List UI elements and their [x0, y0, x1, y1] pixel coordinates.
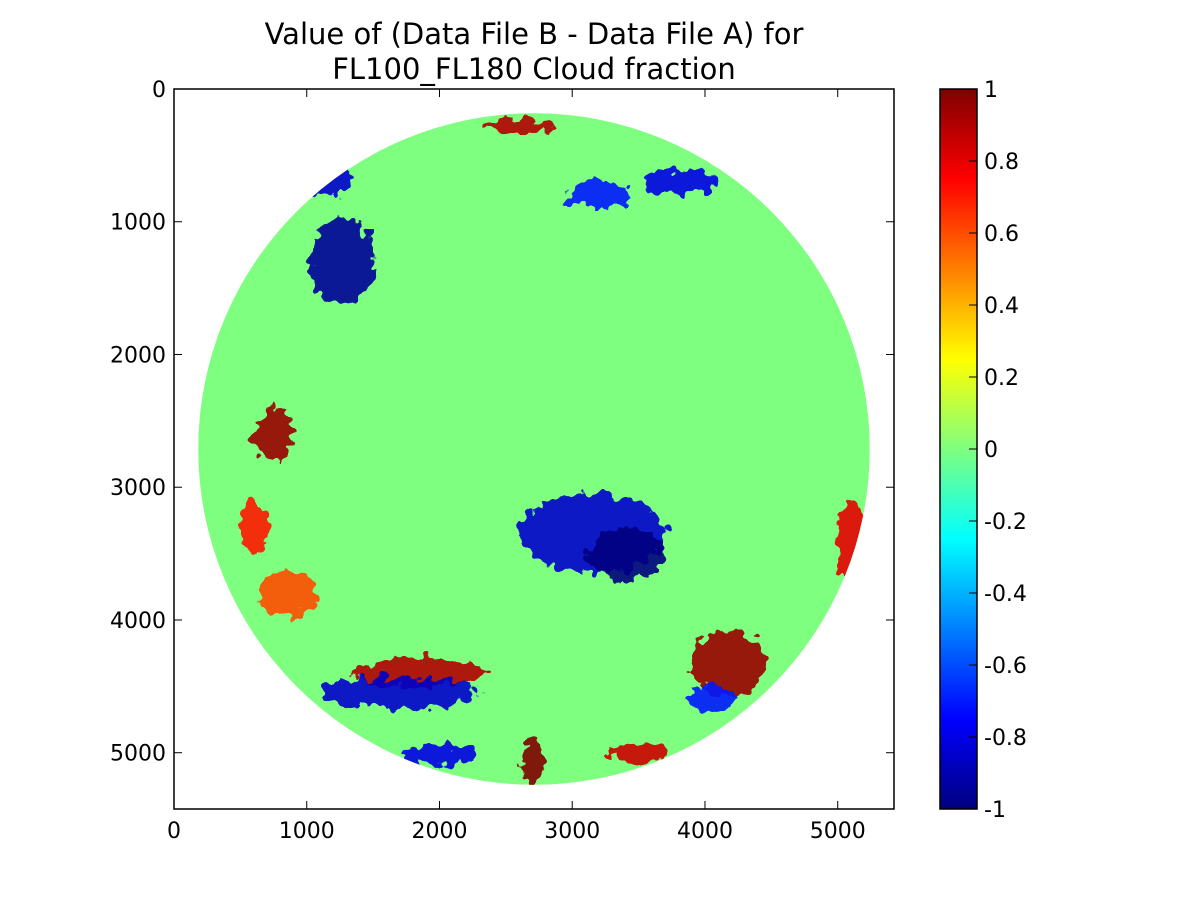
earth-disk	[198, 113, 870, 785]
x-tick-label: 1000	[279, 819, 335, 844]
region-south-positive-spot	[521, 739, 544, 785]
y-tick-label: 2000	[110, 343, 166, 368]
colorbar-tick-label: 0.6	[984, 222, 1019, 247]
colorbar-tick-label: 0.8	[984, 150, 1019, 175]
y-axis: 0 1000 2000 3000 4000 5000	[110, 78, 894, 767]
x-tick-label: 0	[167, 819, 181, 844]
colorbar-tick-label: 0.2	[984, 366, 1019, 391]
region-west-positive-rim	[237, 500, 270, 554]
y-tick-label: 0	[152, 78, 166, 103]
colorbar-tick-label: 0.4	[984, 294, 1019, 319]
colorbar-tick-label: 1	[984, 78, 998, 103]
x-tick-label: 3000	[544, 819, 600, 844]
region-southeast-positive-rim	[609, 743, 668, 763]
colorbar-tick-label: -0.2	[984, 510, 1027, 535]
colorbar-tick-label: -0.8	[984, 726, 1027, 751]
region-northwest-negative-patch	[309, 217, 376, 306]
region-southwest-negative-band	[320, 677, 480, 709]
region-west-positive-patch	[253, 407, 294, 461]
region-south-negative-spot	[404, 744, 474, 766]
x-tick-label: 4000	[677, 819, 733, 844]
plot-frame	[173, 88, 895, 810]
y-tick-label: 4000	[110, 609, 166, 634]
region-central-negative-core	[588, 527, 663, 581]
x-axis: 0 1000 2000 3000 4000 5000	[167, 89, 866, 844]
y-tick-label: 1000	[110, 211, 166, 236]
colorbar-tick-label: 0	[984, 438, 998, 463]
colorbar-tick-label: -0.4	[984, 582, 1027, 607]
colorbar: 1 0.8 0.6 0.4 0.2 0 -0.2 -0.4 -0.6 -0.8 -1	[939, 78, 1027, 823]
region-southeast-positive-patch	[691, 629, 767, 696]
colorbar-ticks: 1 0.8 0.6 0.4 0.2 0 -0.2 -0.4 -0.6 -0.8 -1	[969, 78, 1027, 823]
region-southwest-speckle	[257, 569, 317, 618]
plot-area: 0 1000 2000 3000 4000 5000 0 1000 2000 3000 4000 5…	[110, 78, 895, 844]
region-north-negative-band	[565, 181, 632, 209]
disk-background	[198, 113, 870, 785]
y-tick-label: 5000	[110, 742, 166, 767]
region-southeast-negative-fringe	[685, 686, 739, 713]
colorbar-tick-label: -0.6	[984, 654, 1027, 679]
y-tick-label: 3000	[110, 476, 166, 501]
x-tick-label: 5000	[810, 819, 866, 844]
region-north-positive-rim	[485, 118, 553, 135]
colorbar-tick-label: -1	[984, 798, 1006, 823]
chart-title-line-1: Value of (Data File B - Data File A) for	[265, 17, 804, 51]
chart-title-line-2: FL100_FL180 Cloud fraction	[332, 52, 736, 86]
region-northeast-negative-streak	[641, 169, 716, 194]
x-tick-label: 2000	[411, 819, 467, 844]
